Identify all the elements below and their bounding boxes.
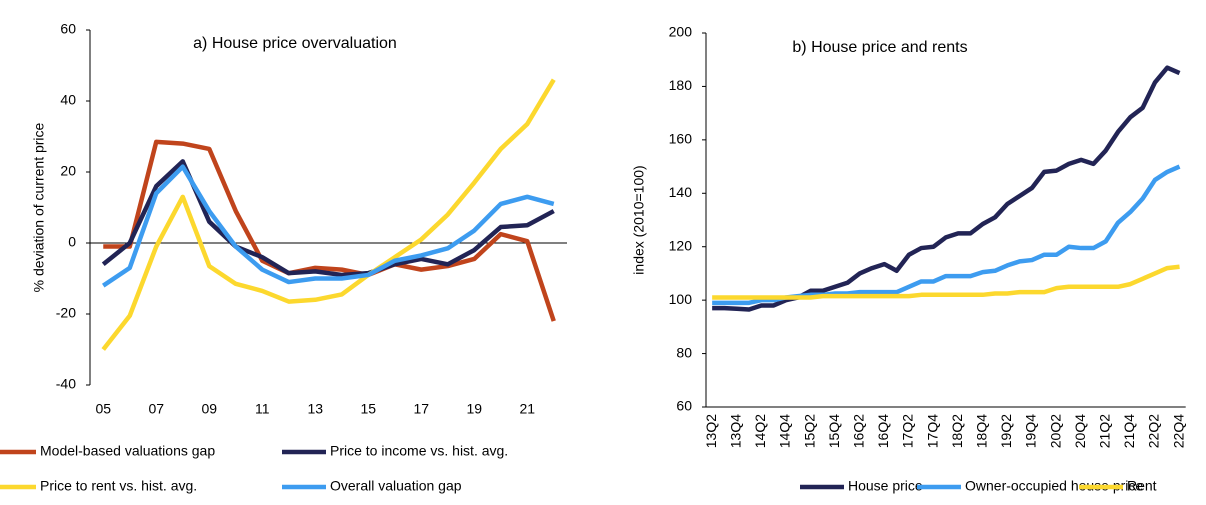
x-tick-label: 15 [360,401,376,417]
legend-label: Model-based valuations gap [40,443,215,459]
x-tick-label: 21 [519,401,535,417]
x-tick-label: 16Q2 [850,414,866,448]
line-series [712,264,1180,300]
x-tick-label: 09 [201,401,217,417]
x-tick-label: 19Q4 [1023,414,1039,448]
x-tick-label: 18Q4 [973,414,989,448]
x-tick-label: 17Q4 [924,414,940,448]
legend-label: Price to income vs. hist. avg. [330,443,508,459]
y-tick-label: -40 [56,376,76,392]
x-tick-label: 20Q4 [1072,414,1088,448]
y-tick-label: 100 [669,291,693,307]
legend-label: Rent [1127,478,1157,494]
x-tick-label: 20Q2 [1047,414,1063,448]
y-tick-label: 20 [60,163,76,179]
x-tick-label: 18Q2 [949,414,965,448]
y-tick-label: 120 [669,237,693,253]
x-tick-label: 21Q4 [1121,414,1137,448]
y-tick-label: 160 [669,131,693,147]
y-axis-label: % deviation of current price [31,122,47,292]
x-tick-label: 14Q4 [777,414,793,448]
y-tick-label: 60 [60,21,76,37]
x-tick-label: 22Q4 [1170,414,1186,448]
y-tick-label: 0 [68,234,76,250]
line-series [712,65,1181,312]
line-series [712,164,1181,306]
y-tick-label: -20 [56,305,76,321]
legend-label: Owner-occupied house price [965,478,1143,494]
line-series [101,164,555,288]
y-tick-label: 60 [676,398,692,414]
y-tick-label: 180 [669,77,693,93]
x-tick-label: 05 [95,401,111,417]
x-tick-label: 16Q4 [875,414,891,448]
x-tick-label: 13Q4 [727,414,743,448]
x-tick-label: 19 [466,401,482,417]
legend-label: Overall valuation gap [330,478,462,494]
legend-label: House price [848,478,923,494]
y-tick-label: 200 [669,24,693,40]
chart-title: a) House price overvaluation [193,35,397,52]
y-tick-label: 140 [669,184,693,200]
x-tick-label: 07 [148,401,164,417]
line-series [103,139,556,322]
x-tick-label: 22Q2 [1146,414,1162,448]
legend-label: Price to rent vs. hist. avg. [40,478,197,494]
chart-title: b) House price and rents [792,39,967,56]
line-series [101,159,555,278]
x-tick-label: 15Q4 [826,414,842,448]
x-tick-label: 17Q2 [900,414,916,448]
x-tick-label: 13 [307,401,323,417]
x-tick-label: 14Q2 [752,414,768,448]
y-tick-label: 40 [60,92,76,108]
x-tick-label: 19Q2 [998,414,1014,448]
x-tick-label: 21Q2 [1096,414,1112,448]
y-tick-label: 80 [676,344,692,360]
x-tick-label: 17 [413,401,429,417]
x-tick-label: 11 [255,401,270,417]
y-axis-label: index (2010=100) [631,165,647,274]
line-series [101,78,556,351]
x-tick-label: 15Q2 [801,414,817,448]
x-tick-label: 13Q2 [703,414,719,448]
